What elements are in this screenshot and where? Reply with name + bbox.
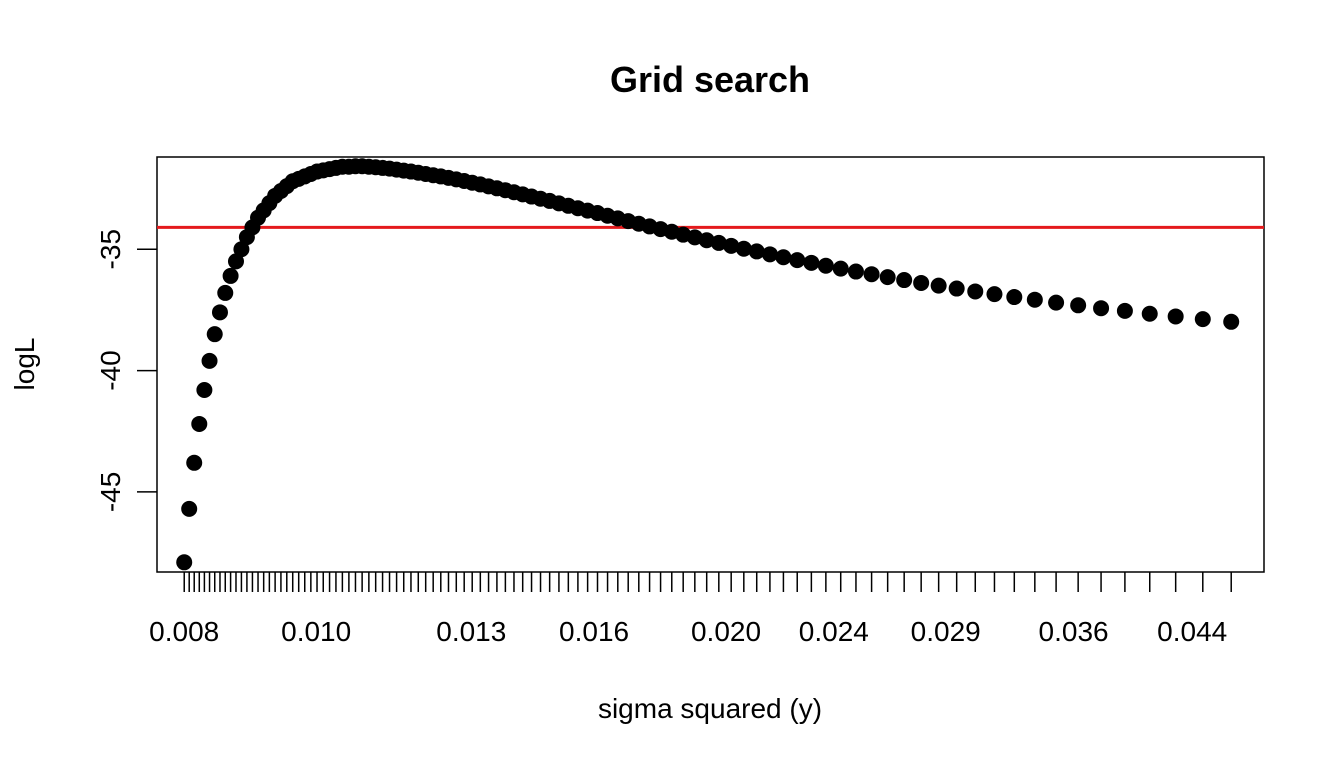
data-point-9 — [222, 267, 239, 284]
y-tick-label-2: -45 — [95, 472, 126, 512]
data-point-78 — [803, 254, 820, 271]
data-point-80 — [832, 260, 849, 277]
x-tick-label-7: 0.036 — [1039, 616, 1109, 647]
data-point-94 — [1093, 300, 1110, 317]
x-axis-label: sigma squared (y) — [598, 693, 822, 724]
chart-title: Grid search — [610, 59, 810, 100]
data-point-10 — [227, 253, 244, 270]
data-point-85 — [913, 274, 930, 291]
data-point-0 — [176, 554, 193, 571]
data-point-86 — [930, 277, 947, 294]
data-point-11 — [233, 241, 250, 258]
x-tick-label-2: 0.013 — [436, 616, 506, 647]
y-tick-label-0: -35 — [95, 229, 126, 269]
data-point-73 — [735, 240, 752, 257]
data-point-89 — [986, 286, 1003, 303]
data-point-7 — [211, 304, 228, 321]
x-tick-label-8: 0.044 — [1157, 616, 1227, 647]
data-point-83 — [879, 269, 896, 286]
data-point-98 — [1194, 311, 1211, 328]
data-point-81 — [847, 263, 864, 280]
data-point-96 — [1141, 305, 1158, 322]
data-point-74 — [748, 243, 765, 260]
data-point-70 — [698, 232, 715, 249]
x-tick-label-6: 0.029 — [911, 616, 981, 647]
data-point-6 — [206, 326, 223, 343]
x-tick-label-3: 0.016 — [559, 616, 629, 647]
data-point-5 — [201, 352, 218, 369]
data-point-82 — [863, 266, 880, 283]
data-point-92 — [1048, 294, 1065, 311]
x-tick-label-5: 0.024 — [799, 616, 869, 647]
plot-frame — [156, 156, 1265, 573]
data-point-3 — [191, 415, 208, 432]
y-tick-label-1: -40 — [95, 350, 126, 390]
data-point-93 — [1070, 297, 1087, 314]
data-point-95 — [1116, 302, 1133, 319]
data-point-72 — [723, 237, 740, 254]
data-point-87 — [948, 280, 965, 297]
data-point-75 — [761, 246, 778, 263]
x-tick-label-4: 0.020 — [691, 616, 761, 647]
data-point-88 — [967, 283, 984, 300]
x-tick-label-1: 0.010 — [281, 616, 351, 647]
data-point-79 — [817, 257, 834, 274]
plot-area: 0.008 0.010 0.013 0.016 0.020 0.024 0.029 0.036… — [95, 156, 1265, 647]
data-point-99 — [1223, 313, 1240, 330]
data-point-71 — [710, 234, 727, 251]
x-tick-label-0: 0.008 — [149, 616, 219, 647]
data-point-91 — [1026, 291, 1043, 308]
data-point-90 — [1006, 289, 1023, 306]
data-point-2 — [186, 454, 203, 471]
y-axis-label: logL — [9, 338, 40, 391]
data-point-97 — [1167, 308, 1184, 325]
data-point-84 — [896, 272, 913, 289]
data-point-8 — [217, 284, 234, 301]
data-point-76 — [775, 249, 792, 266]
data-point-1 — [181, 500, 198, 517]
data-point-77 — [789, 252, 806, 269]
data-point-4 — [196, 381, 213, 398]
